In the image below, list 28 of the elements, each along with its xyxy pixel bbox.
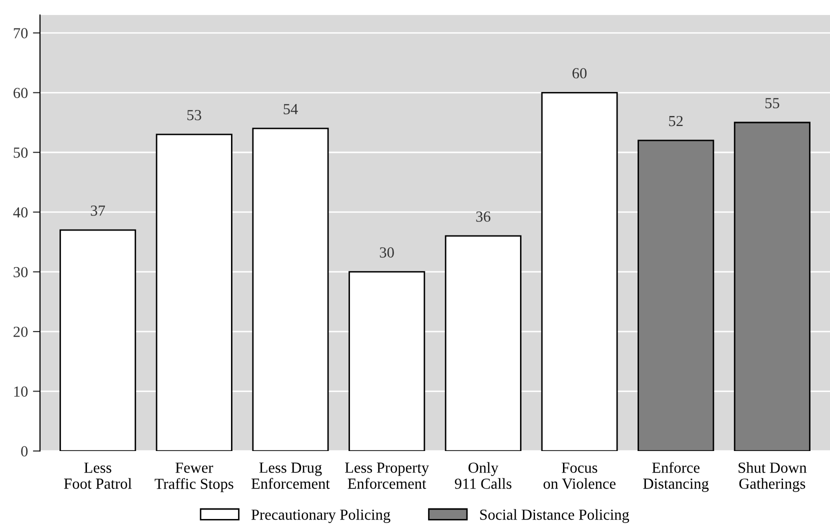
data-label: 30 — [380, 247, 394, 258]
x-tick-label: Focus on Violence — [544, 462, 616, 489]
y-tick-label: 50 — [14, 148, 28, 158]
x-tick-label: Less Property Enforcement — [345, 462, 429, 489]
x-tick-label: Only 911 Calls — [454, 462, 512, 489]
data-label: 37 — [90, 206, 106, 216]
y-tick-label: 20 — [14, 326, 28, 337]
x-tick-label: Shut Down Gatherings — [738, 462, 807, 492]
y-tick-label: 30 — [14, 266, 28, 278]
x-tick-label: Less Foot Patrol — [64, 462, 132, 489]
bar — [638, 140, 714, 451]
legend-label: Precautionary Policing — [251, 509, 390, 523]
data-label: 36 — [476, 212, 490, 222]
y-tick-label: 60 — [14, 88, 28, 98]
x-tick-label: Less Drug Enforcement — [251, 462, 330, 489]
data-label: 55 — [765, 98, 780, 108]
data-label: 52 — [669, 116, 683, 126]
x-tick-label: Fewer Traffic Stops — [154, 462, 234, 492]
data-label: 54 — [284, 104, 298, 114]
y-tick-label: 0 — [21, 446, 28, 456]
bar — [734, 122, 810, 451]
y-tick-label: 70 — [14, 28, 28, 38]
data-label: 60 — [572, 68, 587, 78]
legend-label: Social Distance Policing — [480, 509, 630, 523]
y-tick-label: 40 — [13, 207, 28, 218]
x-tick-label: Enforce Distancing — [643, 462, 709, 492]
data-label: 53 — [187, 110, 202, 120]
y-tick-label: 10 — [14, 386, 28, 397]
